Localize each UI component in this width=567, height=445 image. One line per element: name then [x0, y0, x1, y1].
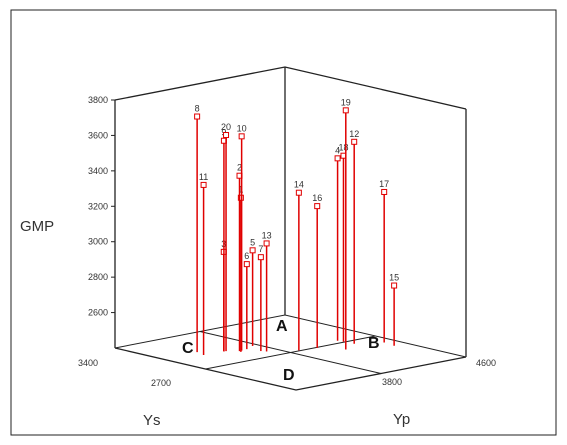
data-point-marker: [351, 138, 358, 145]
plot-frame: [10, 9, 557, 436]
top-back-edges: [114, 66, 467, 110]
data-point-label: 16: [312, 193, 322, 203]
z-axis-title: GMP: [20, 218, 54, 235]
floor-back-edges: [114, 314, 467, 358]
data-point-label: 1: [238, 185, 243, 195]
z-tick-label: 3200: [88, 201, 108, 211]
data-point-label: 17: [379, 179, 389, 189]
data-point-label: 2: [237, 163, 242, 173]
data-point-marker: [257, 254, 264, 261]
floor-front-edges: [114, 347, 467, 391]
data-point-marker: [314, 203, 321, 210]
z-tick-label: 2800: [88, 272, 108, 282]
data-point-marker: [194, 113, 201, 120]
quadrant-label-b: B: [368, 335, 380, 352]
data-point-marker: [223, 132, 230, 139]
data-point-marker: [249, 247, 256, 254]
data-point-label: 18: [338, 143, 348, 153]
y-tick-label: 4600: [476, 358, 496, 368]
z-tick-label: 3400: [88, 166, 108, 176]
data-point-label: 14: [294, 180, 304, 190]
x-axis-title: Ys: [143, 412, 161, 429]
data-point-label: 10: [237, 123, 247, 133]
data-point-label: 11: [199, 172, 208, 182]
data-point-marker: [238, 133, 245, 140]
y-axis-title: Yp: [393, 411, 410, 428]
quadrant-label-c: C: [182, 340, 194, 357]
z-tick-label: 3800: [88, 95, 108, 105]
data-point-marker: [243, 261, 250, 268]
data-point-label: 12: [349, 129, 359, 139]
data-point-label: 20: [221, 122, 231, 132]
data-point-label: 15: [389, 273, 399, 283]
z-tick-label: 3000: [88, 237, 108, 247]
data-point-label: 8: [195, 104, 200, 114]
x-tick-label: 3400: [78, 358, 98, 368]
data-point-label: 5: [250, 237, 255, 247]
data-point-marker: [263, 240, 270, 247]
data-point-marker: [381, 188, 388, 195]
data-point-marker: [295, 189, 302, 196]
z-tick-label: 3600: [88, 130, 108, 140]
data-point-label: 6: [244, 251, 249, 261]
data-point-marker: [334, 155, 341, 162]
quadrant-label-a: A: [276, 318, 288, 335]
floor-divider-yp: [199, 331, 382, 374]
z-tick-label: 2600: [88, 308, 108, 318]
data-point-label: 19: [341, 97, 351, 107]
data-point-marker: [342, 107, 349, 114]
data-point-label: 7: [258, 244, 263, 254]
quadrant-label-d: D: [283, 367, 295, 384]
data-point-marker: [391, 282, 398, 289]
x-tick-label: 2700: [151, 378, 171, 388]
y-tick-label: 3800: [382, 377, 402, 387]
data-point-marker: [237, 194, 244, 201]
data-point-label: 13: [262, 230, 272, 240]
data-point-label: 4: [335, 145, 340, 155]
data-point-marker: [200, 181, 207, 188]
